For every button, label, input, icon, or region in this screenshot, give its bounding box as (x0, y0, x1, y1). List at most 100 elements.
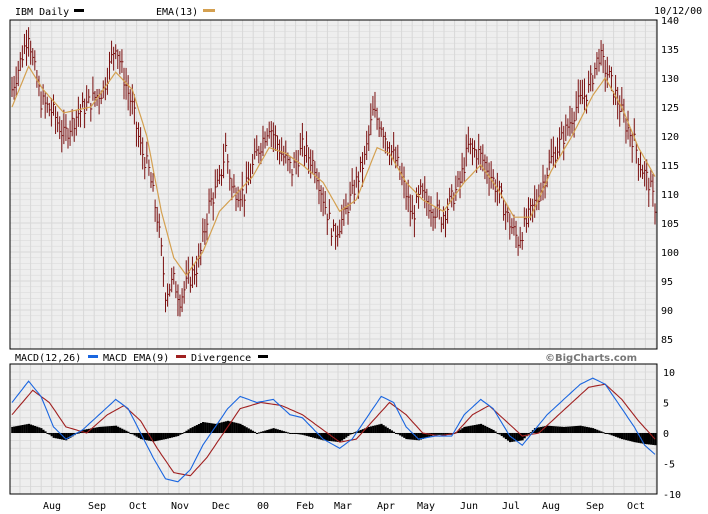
divergence-bar (598, 430, 601, 433)
divergence-bar (243, 426, 246, 433)
divergence-bar (170, 433, 174, 438)
divergence-bar (614, 433, 617, 437)
divergence-bar (652, 433, 655, 445)
divergence-bar (63, 433, 66, 440)
divergence-bar (268, 429, 271, 433)
divergence-bar (482, 424, 485, 433)
price-y-tick-label: 125 (661, 103, 679, 114)
divergence-bar (492, 429, 495, 433)
divergence-bar (189, 428, 192, 433)
divergence-bar (154, 433, 157, 442)
divergence-bar (589, 427, 593, 433)
divergence-bar (272, 428, 275, 433)
divergence-bar (150, 433, 153, 442)
ema-series-label: EMA(13) (156, 7, 198, 18)
divergence-bar (69, 433, 72, 438)
divergence-bar (19, 425, 22, 433)
price-panel-border (9, 19, 658, 350)
divergence-bar (509, 433, 512, 443)
divergence-bar (411, 433, 414, 440)
macd-legend: MACD(12,26) MACD EMA(9) Divergence ©BigC… (15, 353, 637, 364)
divergence-bar (245, 427, 248, 433)
price-bars (11, 27, 657, 317)
divergence-bar (581, 426, 584, 433)
divergence-bar (278, 429, 281, 433)
x-tick-label: Sep (586, 501, 604, 512)
divergence-bar (552, 426, 555, 433)
divergence-bar (108, 426, 111, 433)
divergence-bar (353, 432, 356, 434)
divergence-bar (463, 426, 466, 433)
divergence-bar (202, 422, 205, 433)
divergence-bar (525, 433, 528, 437)
divergence-bar (220, 422, 223, 433)
divergence-bar (222, 421, 225, 433)
divergence-bar (262, 431, 265, 433)
macd-y-axis: 10 5 0 -5 -10 (663, 368, 681, 501)
divergence-bar (52, 433, 55, 438)
divergence-bar (600, 431, 603, 433)
divergence-bar (258, 432, 261, 434)
x-tick-label: Oct (129, 501, 147, 512)
divergence-bar (38, 427, 41, 433)
price-y-tick-label: 105 (661, 219, 679, 230)
divergence-bar (388, 429, 391, 433)
divergence-bar (235, 422, 238, 433)
x-tick-label: Nov (171, 501, 189, 512)
divergence-bar (488, 427, 491, 433)
macd-y-tick-label: -10 (663, 490, 681, 501)
divergence-bar (405, 433, 408, 440)
x-tick-label: Jul (502, 501, 520, 512)
divergence-bar (183, 432, 186, 434)
divergence-bar (77, 432, 80, 434)
divergence-bar (112, 425, 116, 433)
divergence-bar (316, 433, 319, 439)
divergence-bar (179, 433, 182, 435)
divergence-bar (187, 429, 190, 433)
divergence-bar (426, 433, 429, 438)
divergence-bar (125, 430, 128, 433)
divergence-bar (94, 427, 97, 433)
divergence-bar (347, 433, 350, 437)
divergence-bar (148, 433, 151, 441)
divergence-bar (90, 428, 93, 433)
divergence-bar (498, 433, 501, 435)
divergence-bar (484, 425, 487, 433)
divergence-bar (438, 433, 441, 435)
divergence-bar (440, 433, 443, 435)
divergence-bar (104, 426, 107, 433)
divergence-bar (164, 433, 167, 440)
divergence-bar (407, 433, 410, 440)
divergence-bar (212, 423, 215, 433)
divergence-bar (517, 433, 520, 441)
divergence-bar (473, 424, 476, 433)
divergence-bar (11, 426, 14, 433)
divergence-bar (123, 429, 126, 433)
divergence-bar (519, 433, 522, 441)
macd-ema-legend-swatch (176, 355, 186, 358)
divergence-bar (106, 426, 109, 433)
divergence-bar (502, 433, 505, 438)
divergence-bar (423, 433, 427, 439)
divergence-bar (606, 433, 609, 434)
divergence-bar (459, 429, 462, 433)
macd-y-tick-label: 10 (663, 368, 675, 379)
divergence-bar (587, 427, 591, 433)
divergence-bar (324, 433, 327, 441)
divergence-bars (11, 420, 657, 446)
divergence-bar (370, 426, 373, 433)
divergence-bar (253, 431, 257, 433)
divergence-bar (216, 423, 219, 433)
divergence-bar (42, 429, 45, 433)
divergence-bar (349, 433, 352, 435)
divergence-bar (357, 430, 360, 433)
divergence-bar (307, 433, 311, 437)
divergence-bar (372, 425, 375, 433)
divergence-bar (330, 433, 333, 442)
divergence-bar (380, 423, 383, 433)
divergence-bar (326, 433, 329, 441)
divergence-bar (500, 433, 503, 437)
divergence-bar (608, 433, 611, 435)
divergence-bar (168, 433, 172, 439)
divergence-bar (92, 428, 95, 433)
